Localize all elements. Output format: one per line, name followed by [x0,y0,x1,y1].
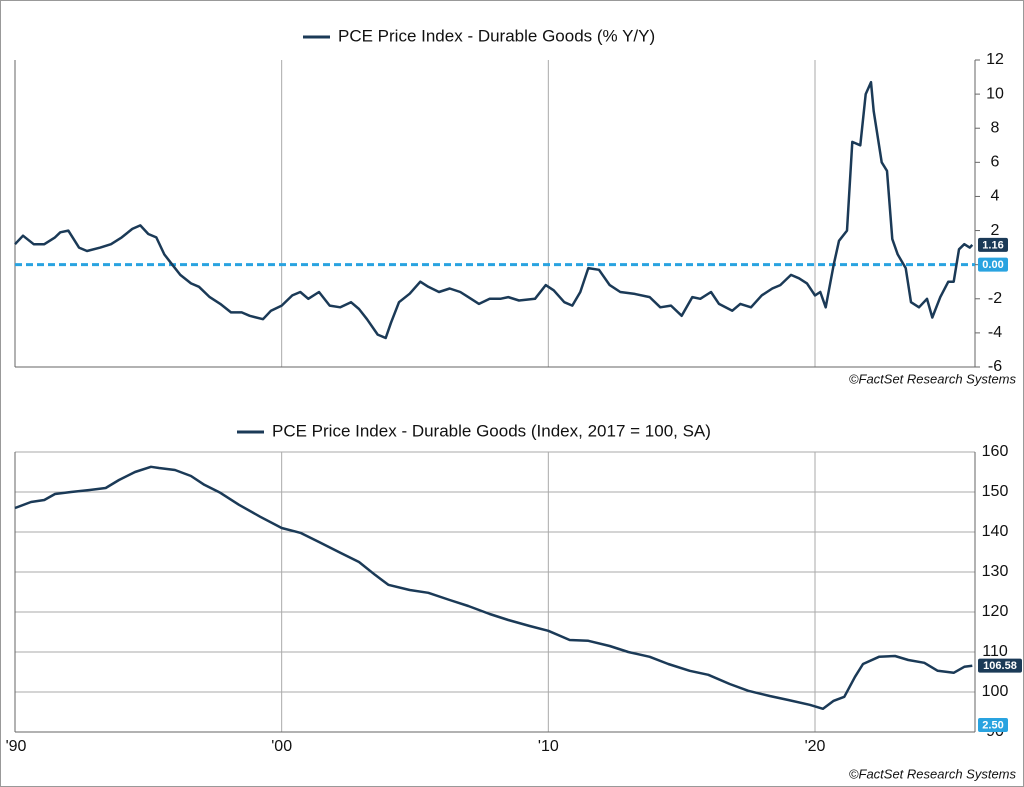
y-tick-label: 130 [982,563,1009,580]
value-flag-label: 106.58 [983,660,1017,672]
y-tick-label: 110 [982,643,1008,660]
annotation-box [978,718,1008,732]
source-note: ©FactSet Research Systems [849,766,1017,781]
value-flag [978,658,1022,673]
y-tick-label: 150 [982,483,1009,500]
value-flag-label: 1.16 [982,239,1003,251]
x-tick-label: '90 [6,738,27,755]
y-tick-label: -6 [988,358,1002,375]
series-line [14,465,973,711]
y-tick-label: 120 [982,603,1009,620]
y-tick-label: -4 [988,324,1002,341]
legend-label: PCE Price Index - Durable Goods (% Y/Y) [338,26,655,45]
y-tick-label: 160 [982,443,1009,460]
y-tick-label: 2 [991,222,1000,239]
y-tick-label: 4 [991,188,1000,205]
source-note: ©FactSet Research Systems [849,371,1017,386]
x-tick-label: '00 [271,738,292,755]
y-tick-label: 100 [982,683,1009,700]
y-tick-label: 6 [991,154,1000,171]
y-tick-label: -2 [988,290,1002,307]
y-tick-label: 10 [986,85,1004,102]
value-flag-label: 0.00 [982,259,1003,271]
y-tick-label: 8 [991,119,1000,136]
annotation-label: 2.50 [982,719,1003,731]
x-tick-label: '10 [538,738,559,755]
value-flag [978,237,1008,252]
x-tick-label: '20 [805,738,826,755]
series-line [14,80,974,340]
y-tick-label: 12 [986,51,1004,68]
value-flag [978,257,1008,272]
y-tick-label: 140 [982,523,1009,540]
legend-label: PCE Price Index - Durable Goods (Index, … [272,421,711,440]
